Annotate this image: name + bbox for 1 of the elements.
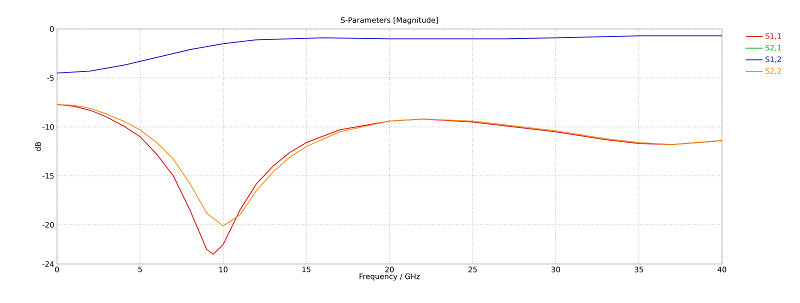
line-series bbox=[57, 104, 722, 226]
